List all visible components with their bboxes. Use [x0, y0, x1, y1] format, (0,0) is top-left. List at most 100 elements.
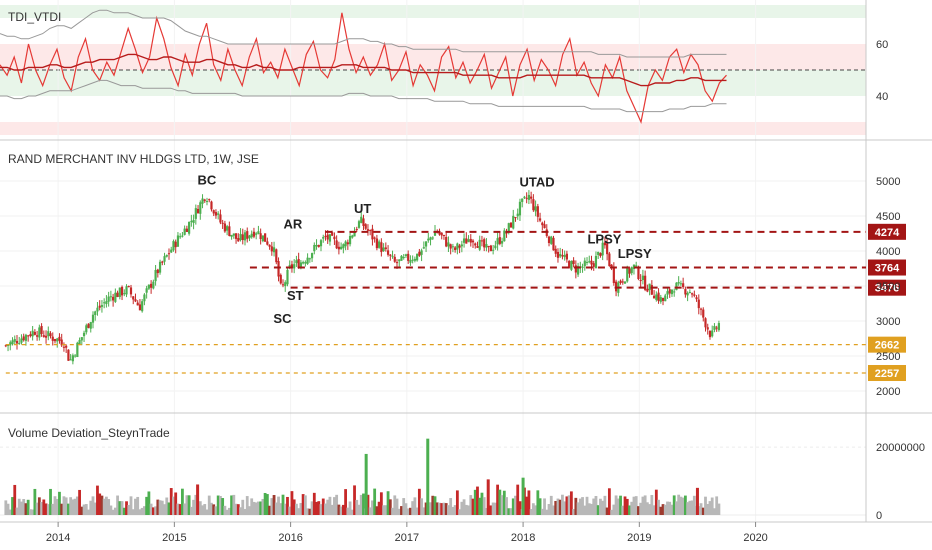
candle-body — [165, 254, 168, 257]
volume-bar — [254, 502, 258, 515]
candle-body — [297, 258, 300, 269]
volume-bar — [129, 496, 133, 515]
candle-body — [232, 233, 235, 236]
volume-bar — [554, 500, 558, 515]
volume-bar — [303, 495, 307, 515]
candle-body — [230, 234, 233, 237]
volume-bar — [525, 496, 529, 515]
candle-body — [498, 237, 501, 244]
volume-bar — [189, 506, 193, 515]
candle-body — [527, 194, 530, 200]
volume-bar — [64, 497, 68, 515]
candle-body — [418, 251, 421, 256]
volume-bar — [118, 501, 122, 515]
volume-bar — [616, 498, 620, 515]
candle-body — [114, 292, 117, 302]
candle-body — [272, 247, 276, 253]
candle-body — [118, 287, 121, 297]
candle-body — [125, 286, 128, 295]
candle-body — [670, 289, 674, 295]
volume-bar — [552, 505, 555, 515]
candle-body — [44, 335, 48, 338]
candle-body — [181, 235, 184, 237]
candle-body — [695, 297, 698, 300]
candle-body — [208, 199, 211, 201]
candle-body — [538, 218, 542, 221]
candle-body — [167, 253, 171, 255]
volume-bar — [420, 498, 423, 515]
candle-body — [659, 297, 662, 302]
candle-body — [708, 330, 712, 338]
volume-bar — [375, 506, 379, 515]
volume-bar — [174, 492, 178, 515]
volume-bar — [37, 497, 41, 515]
volume-bar — [51, 503, 55, 515]
volume-bar — [232, 494, 236, 515]
volume-bar — [29, 509, 32, 515]
candle-body — [431, 237, 434, 239]
tdi-zone-2 — [0, 70, 866, 96]
volume-bar — [393, 495, 397, 515]
candle-body — [382, 247, 385, 252]
candle-body — [552, 237, 555, 251]
candle-body — [442, 234, 446, 236]
volume-bar — [319, 504, 323, 515]
volume-bar — [451, 506, 455, 515]
volume-bar — [350, 509, 354, 515]
volume-bar — [371, 500, 374, 515]
candle-body — [188, 221, 191, 234]
volume-bar — [498, 489, 502, 515]
volume-bar — [317, 501, 321, 515]
candle-body — [277, 261, 280, 277]
candle-body — [395, 262, 399, 264]
candle-body — [561, 255, 564, 257]
candle-body — [563, 254, 566, 258]
volume-bar — [53, 496, 57, 515]
candle-body — [293, 264, 296, 269]
candle-body — [284, 282, 287, 287]
candle-body — [109, 296, 112, 298]
volume-bars — [4, 438, 721, 515]
volume-bar — [359, 494, 363, 515]
volume-tick-label: 0 — [876, 510, 882, 522]
volume-bar — [225, 509, 229, 515]
level-tag-bg-2257 — [868, 365, 906, 382]
candle-body — [516, 213, 519, 217]
candle-body — [266, 241, 269, 245]
tdi-tick-label: 40 — [876, 91, 888, 103]
candle-body — [56, 338, 59, 342]
candle-body — [655, 294, 658, 300]
volume-bar — [529, 509, 533, 515]
volume-bar — [120, 501, 124, 515]
volume-bar — [6, 503, 10, 515]
volume-bar — [17, 498, 21, 515]
volume-bar — [536, 490, 540, 515]
candle-body — [161, 261, 164, 263]
volume-tick-label: 20000000 — [876, 442, 925, 454]
volume-bar — [657, 499, 660, 515]
candle-body — [402, 257, 405, 259]
candle-body — [295, 260, 298, 264]
candle-body — [82, 332, 86, 337]
candle-body — [690, 293, 694, 295]
candle-body — [78, 340, 81, 345]
volume-bar — [13, 484, 17, 515]
price-tick-label: 2000 — [876, 386, 900, 398]
volume-bar — [670, 504, 674, 515]
tdi-line-rsi — [0, 12, 727, 124]
candle-body — [346, 242, 349, 245]
candle-body — [518, 201, 522, 216]
candle-body — [440, 232, 443, 236]
level-tag-4274: 4274 — [875, 227, 900, 239]
volume-bar — [366, 494, 370, 515]
candle-body — [614, 281, 618, 292]
candle-body — [185, 228, 188, 233]
volume-bar — [485, 508, 488, 515]
candle-body — [259, 233, 262, 240]
candle-body — [514, 217, 517, 219]
candle-body — [223, 223, 226, 232]
candle-body — [331, 232, 334, 236]
candle-body — [288, 265, 291, 268]
